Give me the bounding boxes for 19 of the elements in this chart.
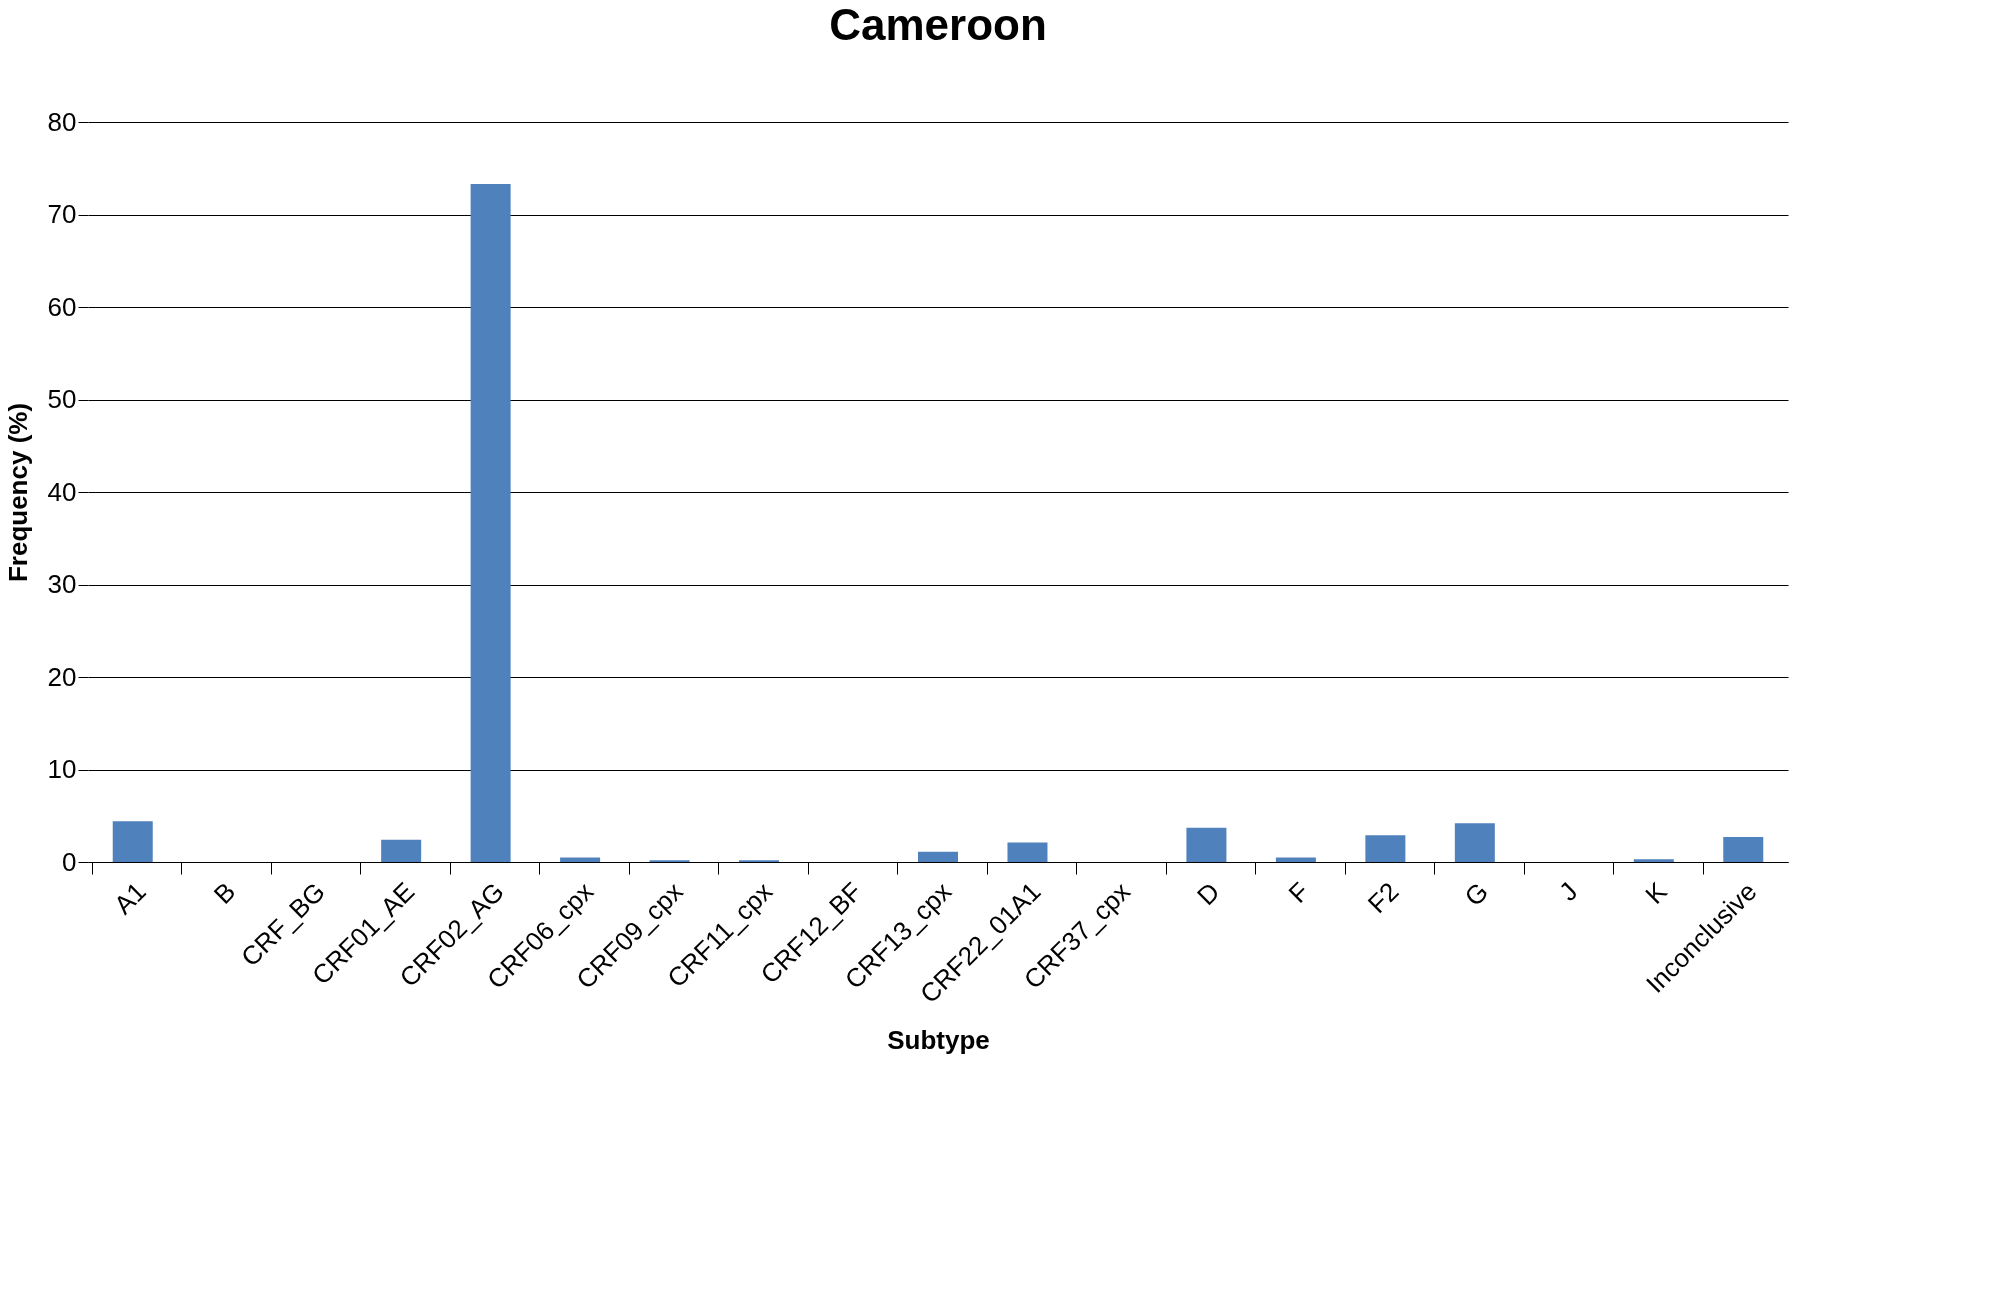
- y-tick-label: 20: [47, 661, 77, 692]
- x-tick-label: A1: [108, 876, 152, 921]
- y-tick-label: 70: [47, 199, 77, 229]
- y-tick-label: 10: [47, 754, 77, 784]
- x-axis-title: Subtype: [887, 1025, 990, 1056]
- y-tick-label: 0: [62, 846, 77, 877]
- y-tick-label: 80: [47, 106, 77, 137]
- x-tick-label: F: [1282, 876, 1315, 909]
- y-axis-title: Frequency (%): [2, 402, 33, 583]
- x-tick-label: D: [1191, 876, 1226, 911]
- x-tick-label: B: [207, 876, 242, 910]
- x-tick-label: J: [1553, 876, 1584, 907]
- y-tick-label: 60: [47, 291, 77, 322]
- y-tick-label: 50: [47, 384, 77, 414]
- x-tick-label: G: [1458, 876, 1494, 912]
- y-tick-label: 30: [47, 569, 77, 599]
- x-tick-label: F2: [1361, 876, 1405, 920]
- y-tick-label: 40: [47, 476, 77, 507]
- chart-title: Cameroon: [829, 0, 1047, 49]
